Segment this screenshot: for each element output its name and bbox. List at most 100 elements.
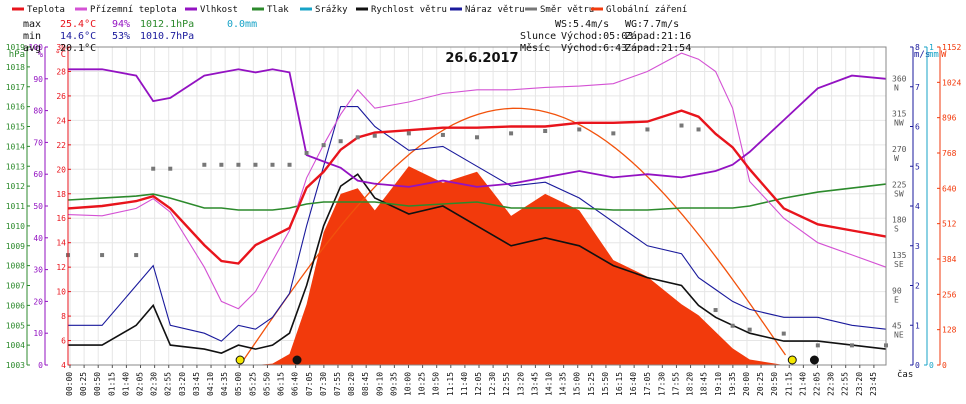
sun-moon-markers [235, 355, 819, 365]
dir-tick-deg: 315 [892, 110, 907, 119]
x-tick-label: 10:00 [403, 372, 412, 396]
mm-tick-label: 1 [929, 43, 934, 52]
x-tick-label: 13:20 [516, 372, 525, 396]
x-tick-label: 17:30 [657, 372, 666, 396]
stat-min-label: min [23, 31, 41, 42]
x-tick-label: 20:00 [742, 372, 751, 396]
series-lines [67, 52, 887, 354]
x-tick-label: 12:30 [488, 372, 497, 396]
w-tick-label: 128 [942, 326, 957, 335]
humidity-series [68, 68, 887, 188]
x-tick-label: 13:45 [530, 372, 539, 396]
stat-min-temp: 14.6°C [60, 31, 96, 42]
ms-tick-label: 1 [915, 321, 920, 330]
temp-tick-label: 28 [56, 67, 66, 76]
pct-tick-label: 10 [33, 329, 43, 338]
x-tick-label: 23:20 [855, 372, 864, 396]
pressure-series [67, 183, 887, 211]
x-tick-label: 05:50 [262, 372, 271, 396]
hpa-tick-label: 1018 [6, 63, 25, 72]
ms-tick-label: 0 [915, 361, 920, 370]
pct-tick-label: 90 [33, 75, 43, 84]
pct-tick-label: 40 [33, 234, 43, 243]
legend: Teplota Přízemní teplota Vlhkost Tlak Srážky… [12, 5, 687, 15]
wind-dir-point [440, 132, 445, 137]
pct-tick-label: 100 [29, 43, 44, 52]
wind-dir-point [406, 131, 411, 136]
temp-tick-label: 16 [56, 214, 66, 223]
dir-tick-deg: 270 [892, 145, 907, 154]
hpa-tick-label: 1003 [6, 361, 25, 370]
x-tick-label: 10:25 [418, 372, 427, 396]
temp-tick-label: 14 [56, 239, 66, 248]
legend-label-temperature: Teplota [27, 5, 65, 15]
wind-direction-points [66, 123, 888, 348]
x-tick-label: 18:45 [700, 372, 709, 396]
w-tick-label: 768 [942, 149, 957, 158]
pct-tick-label: 60 [33, 170, 43, 179]
hpa-tick-label: 1011 [6, 202, 25, 211]
ms-tick-label: 6 [915, 123, 920, 132]
wind-dir-point [475, 135, 479, 140]
x-tick-label: 06:40 [291, 372, 300, 396]
w-tick-label: 640 [942, 184, 957, 193]
x-tick-label: 02:55 [164, 372, 173, 396]
x-tick-label: 03:45 [192, 372, 201, 396]
x-tick-label: 06:15 [277, 372, 286, 396]
x-tick-label: 22:30 [827, 372, 836, 396]
wind-dir-point [849, 343, 854, 348]
astro-marker [292, 355, 302, 365]
dir-tick-label: S [894, 225, 899, 234]
x-tick-label: 02:05 [136, 372, 145, 396]
x-tick-label: 02:30 [150, 372, 159, 396]
dir-tick-label: NW [894, 119, 904, 128]
wind-dir-point [372, 133, 377, 138]
w-unit: W [941, 50, 947, 60]
temperature-series [67, 109, 887, 265]
x-tick-label: 19:10 [714, 372, 723, 396]
x-tick-label: 08:20 [347, 372, 356, 396]
x-tick-label: 19:35 [728, 372, 737, 396]
radiation-series [68, 166, 886, 365]
hpa-tick-label: 1004 [6, 341, 25, 350]
ms-unit: m/s [914, 50, 930, 60]
stat-max-press: 1012.1hPa [140, 19, 194, 30]
x-tick-label: 10:50 [432, 372, 441, 396]
stat-avg-temp: 20.1°C [60, 43, 96, 54]
wind-dir-point [713, 308, 718, 313]
wind-dir-point [679, 123, 684, 128]
stat-max-rain: 0.0mm [227, 19, 257, 30]
x-tick-label: 12:05 [474, 372, 483, 396]
astro-marker [809, 355, 819, 365]
hpa-tick-label: 1005 [6, 321, 25, 330]
x-tick-label: 20:50 [770, 372, 779, 396]
dir-tick-deg: 45 [892, 322, 902, 331]
x-tick-label: 07:30 [319, 372, 328, 396]
temp-tick-label: 12 [56, 263, 66, 272]
wind-dir-point [202, 162, 207, 167]
hpa-tick-label: 1014 [6, 142, 25, 151]
x-tick-label: 17:55 [671, 372, 680, 396]
hpa-tick-label: 1010 [6, 222, 25, 231]
legend-label-precip: Srážky [315, 5, 348, 15]
axes: 1003100410051006100710081009101010111012… [6, 43, 962, 396]
ms-tick-label: 8 [915, 43, 920, 52]
x-tick-label: 04:35 [220, 372, 229, 396]
chart-title: 26.6.2017 [445, 51, 518, 66]
astro-marker [787, 355, 797, 365]
x-tick-label: 00:50 [93, 372, 102, 396]
wind-dir-point [219, 162, 224, 167]
wind-dir-point [151, 166, 156, 171]
info-ws: WS:5.4m/s [555, 19, 609, 30]
temp-tick-label: 20 [56, 165, 66, 174]
x-tick-label: 14:10 [545, 372, 554, 396]
x-tick-label: 18:20 [686, 372, 695, 396]
wind-dir-point [730, 323, 735, 328]
legend-label-radiation: Globální záření [606, 5, 687, 15]
wind-dir-point [321, 143, 326, 148]
x-tick-label: 21:15 [784, 372, 793, 396]
x-tick-label: 09:35 [389, 372, 398, 396]
wind-dir-point [355, 135, 360, 140]
x-tick-label: 21:40 [798, 372, 807, 396]
pct-unit: % [38, 50, 44, 60]
